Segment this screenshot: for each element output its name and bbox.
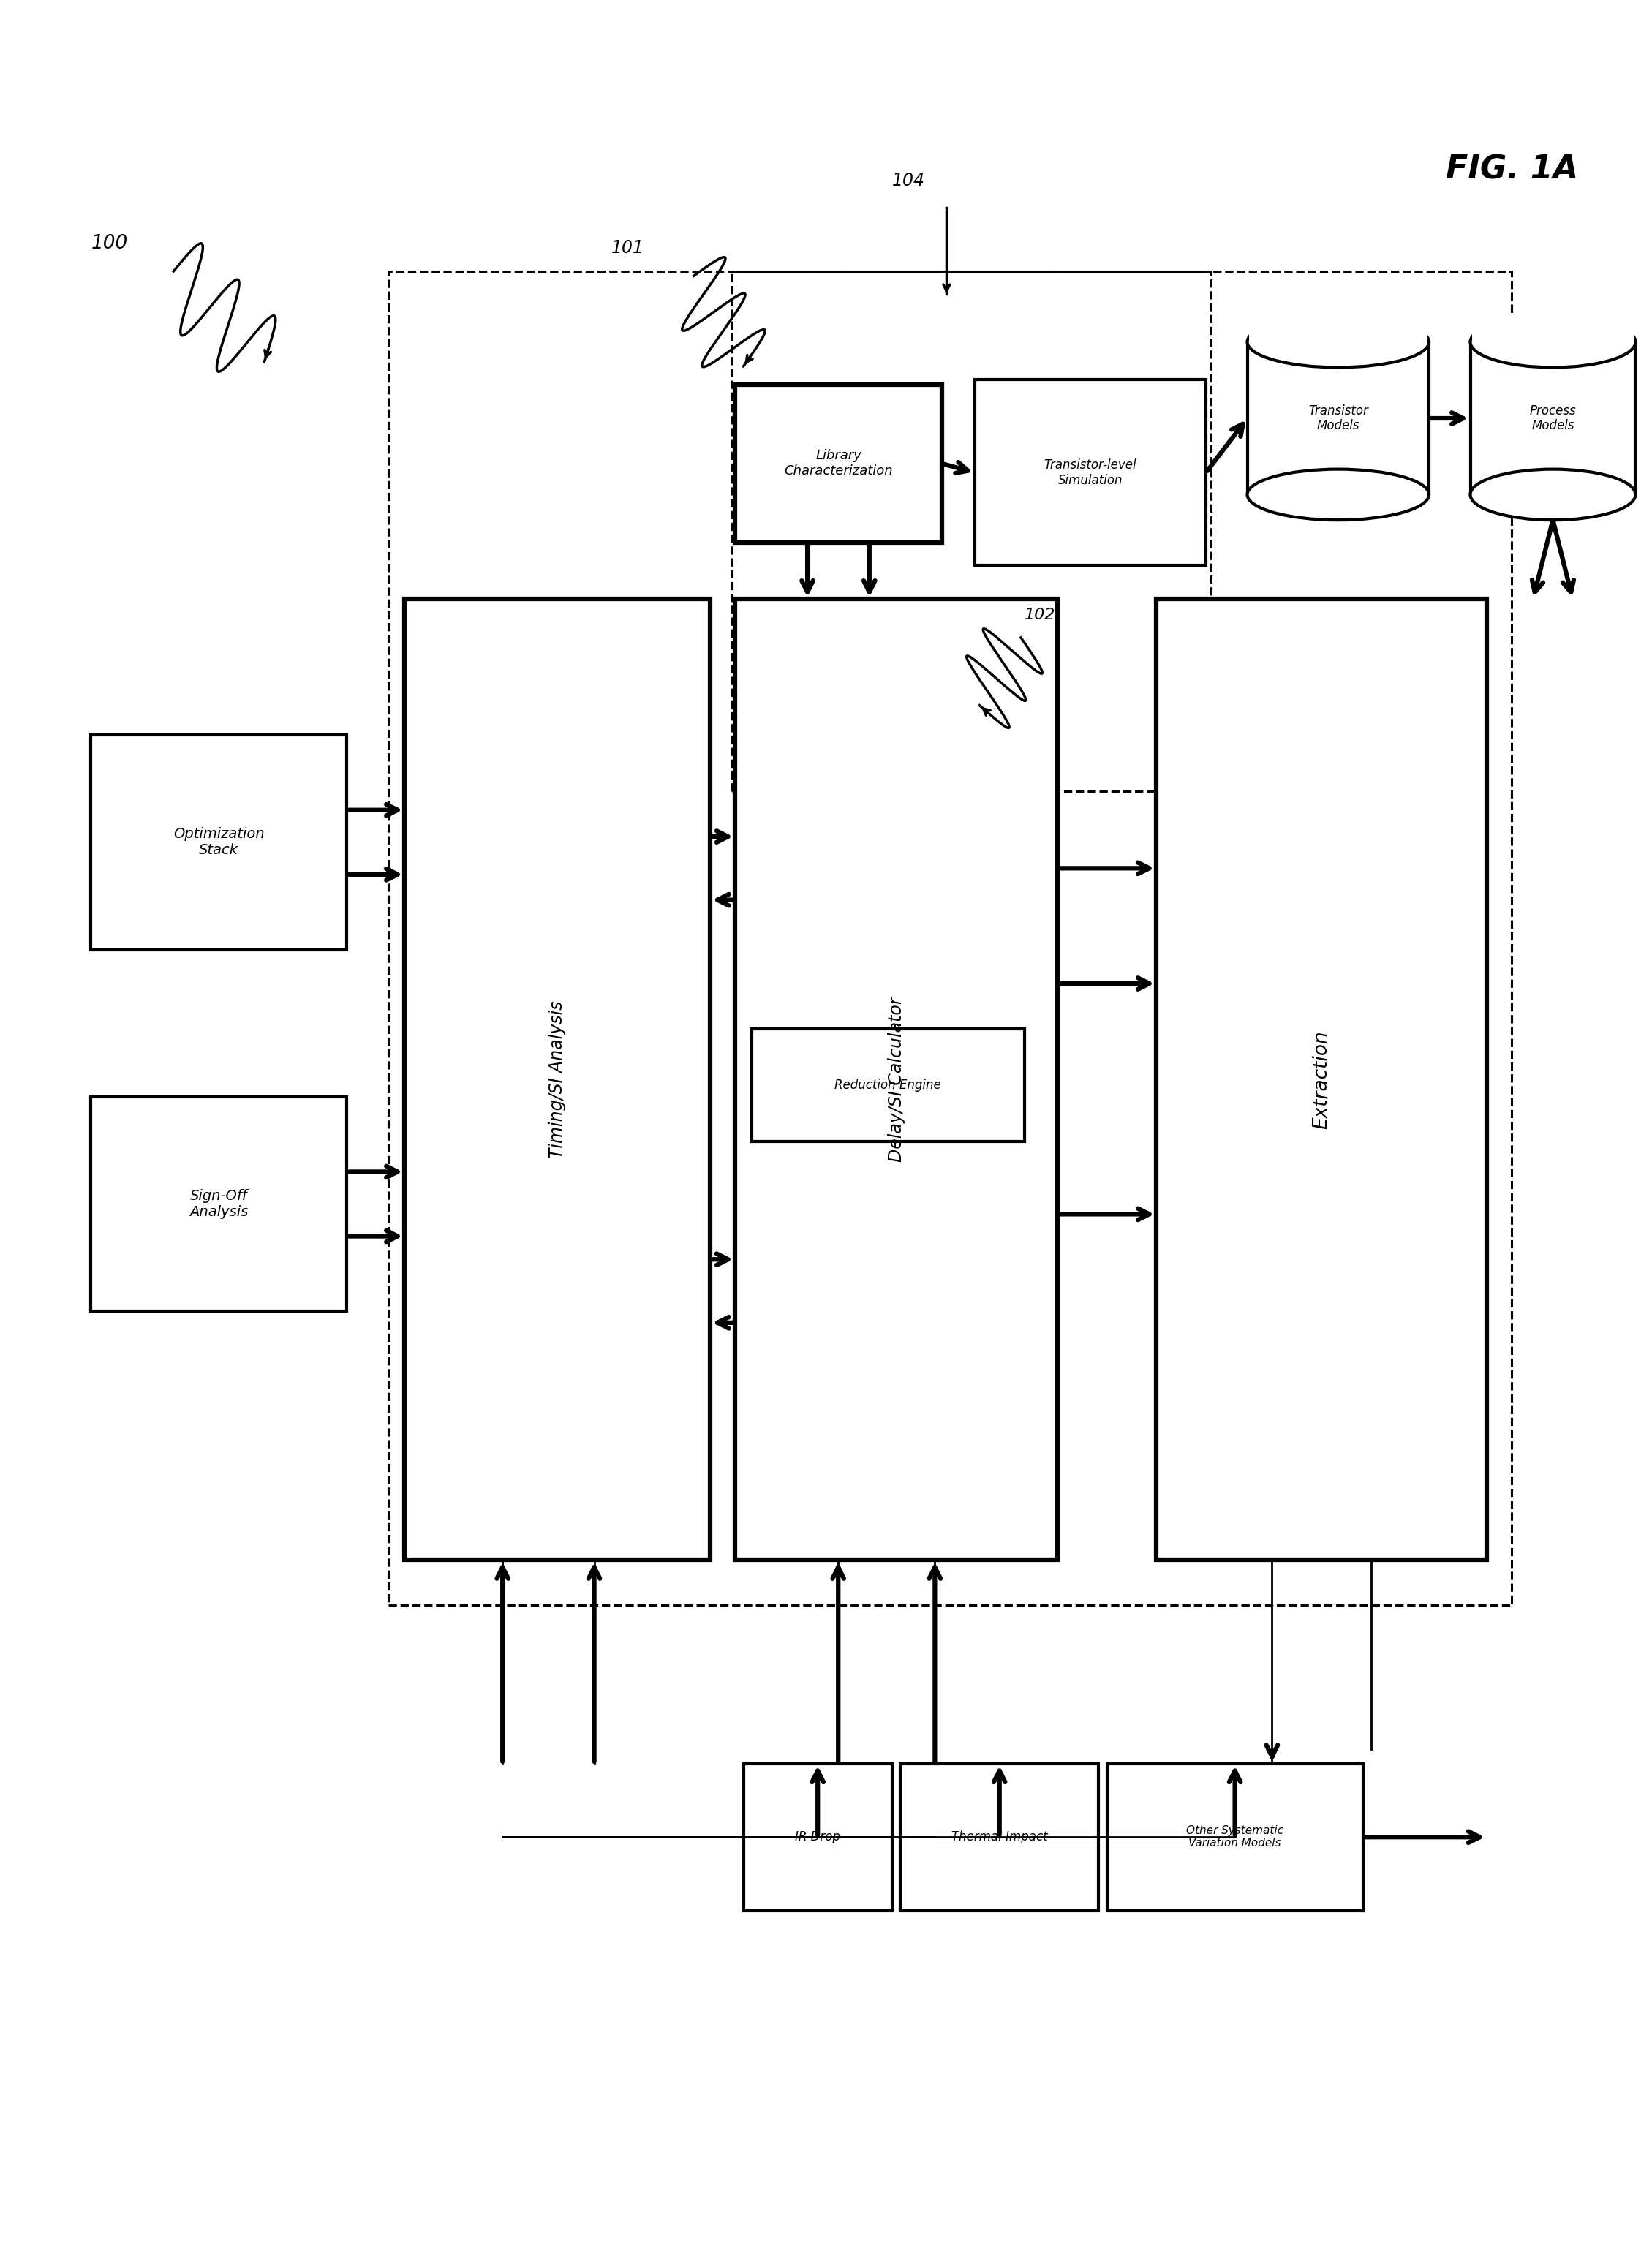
Bar: [735, 599, 1057, 1560]
Bar: [388, 271, 1512, 1605]
Text: Thermal Impact: Thermal Impact: [952, 1831, 1047, 1843]
Text: 104: 104: [892, 172, 925, 190]
Text: IR Drop: IR Drop: [795, 1831, 841, 1843]
Bar: [900, 1764, 1099, 1911]
Text: Transistor
Models: Transistor Models: [1308, 405, 1368, 432]
Ellipse shape: [1470, 317, 1635, 366]
Text: Other Systematic
Variation Models: Other Systematic Variation Models: [1186, 1825, 1284, 1849]
Text: Delay/SI Calculator: Delay/SI Calculator: [887, 997, 905, 1162]
Ellipse shape: [1247, 470, 1429, 520]
Bar: [975, 380, 1206, 565]
Text: Reduction Engine: Reduction Engine: [834, 1078, 942, 1092]
Bar: [405, 599, 710, 1560]
Bar: [1156, 599, 1487, 1560]
Text: FIG. 1A: FIG. 1A: [1446, 154, 1578, 185]
Bar: [1470, 341, 1635, 495]
Text: Process
Models: Process Models: [1530, 405, 1576, 432]
Text: 101: 101: [611, 240, 644, 258]
Text: Optimization
Stack: Optimization Stack: [173, 828, 264, 857]
Bar: [1107, 1764, 1363, 1911]
Text: Transistor-level
Simulation: Transistor-level Simulation: [1044, 459, 1137, 486]
Bar: [91, 735, 347, 950]
Bar: [1247, 341, 1429, 495]
Ellipse shape: [1247, 317, 1429, 366]
Bar: [743, 1764, 892, 1911]
Bar: [1249, 314, 1427, 341]
Bar: [735, 384, 942, 543]
Text: Library
Characterization: Library Characterization: [785, 450, 892, 477]
Text: 102: 102: [1024, 608, 1056, 622]
Bar: [91, 1097, 347, 1311]
Bar: [752, 1029, 1024, 1142]
Text: Extraction: Extraction: [1312, 1031, 1332, 1128]
Text: Timing/SI Analysis: Timing/SI Analysis: [548, 1002, 567, 1158]
Ellipse shape: [1470, 470, 1635, 520]
Bar: [732, 271, 1211, 791]
Text: Sign-Off
Analysis: Sign-Off Analysis: [190, 1189, 248, 1219]
Text: 100: 100: [91, 235, 127, 253]
Bar: [1472, 314, 1634, 341]
